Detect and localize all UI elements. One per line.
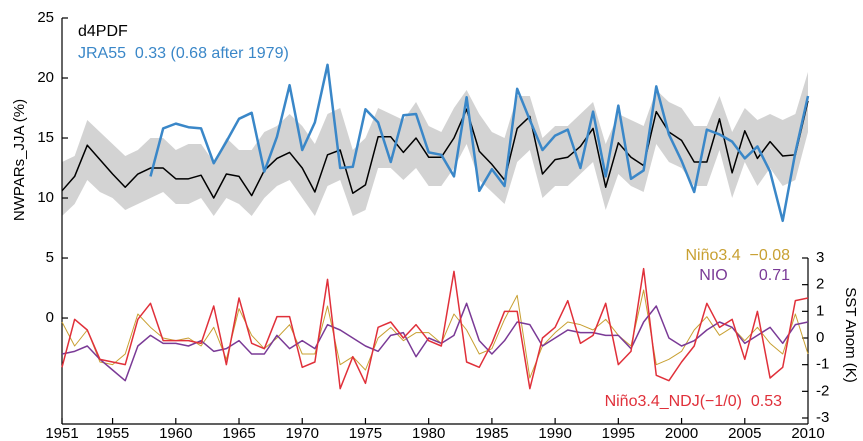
y-tick-label: 5 bbox=[46, 249, 54, 266]
series-line bbox=[149, 63, 810, 223]
y2-tick-label: 0 bbox=[816, 329, 824, 346]
y-tick-label: 0 bbox=[46, 309, 54, 326]
x-tick-label: 1980 bbox=[412, 425, 445, 441]
legend-label: Niño3.4_NDJ(−1/0) 0.53 bbox=[605, 393, 783, 410]
legend-label: Niño3.4 −0.08 bbox=[685, 247, 790, 264]
y2-tick-label: -2 bbox=[816, 382, 829, 399]
series-line bbox=[61, 302, 809, 382]
x-tick-label: 1965 bbox=[222, 425, 255, 441]
x-tick-label: 1995 bbox=[602, 425, 635, 441]
y-tick-label: 10 bbox=[37, 189, 54, 206]
x-tick-label: 1951 bbox=[45, 425, 78, 441]
series-line bbox=[61, 100, 809, 199]
x-tick-label: 1985 bbox=[475, 425, 508, 441]
x-tick-label: 1990 bbox=[538, 425, 571, 441]
x-tick-label: 2005 bbox=[728, 425, 761, 441]
legend-label: NIO 0.71 bbox=[699, 267, 790, 284]
x-tick-label: 2010 bbox=[791, 425, 824, 441]
x-tick-label: 1975 bbox=[349, 425, 382, 441]
legend-label: JRA55 0.33 (0.68 after 1979) bbox=[78, 45, 289, 62]
y2-tick-label: 2 bbox=[816, 276, 824, 293]
y-axis-label: NWPARs_JJA (%) bbox=[11, 99, 28, 221]
spread-band bbox=[62, 72, 808, 217]
legend-label: d4PDF bbox=[78, 23, 128, 40]
y2-tick-label: -3 bbox=[816, 409, 829, 426]
x-tick-label: 1955 bbox=[96, 425, 129, 441]
y-tick-label: 20 bbox=[37, 69, 54, 86]
y-tick-label: 15 bbox=[37, 129, 54, 146]
series-line bbox=[61, 289, 809, 379]
y2-tick-label: -1 bbox=[816, 356, 829, 373]
x-tick-label: 1970 bbox=[286, 425, 319, 441]
y2-tick-label: 1 bbox=[816, 302, 824, 319]
series-line bbox=[61, 267, 809, 390]
y2-tick-label: 3 bbox=[816, 249, 824, 266]
x-tick-label: 2000 bbox=[665, 425, 698, 441]
y-tick-label: 25 bbox=[37, 9, 54, 26]
x-tick-label: 1960 bbox=[159, 425, 192, 441]
y2-axis-label: SST Anom (K) bbox=[842, 287, 859, 383]
